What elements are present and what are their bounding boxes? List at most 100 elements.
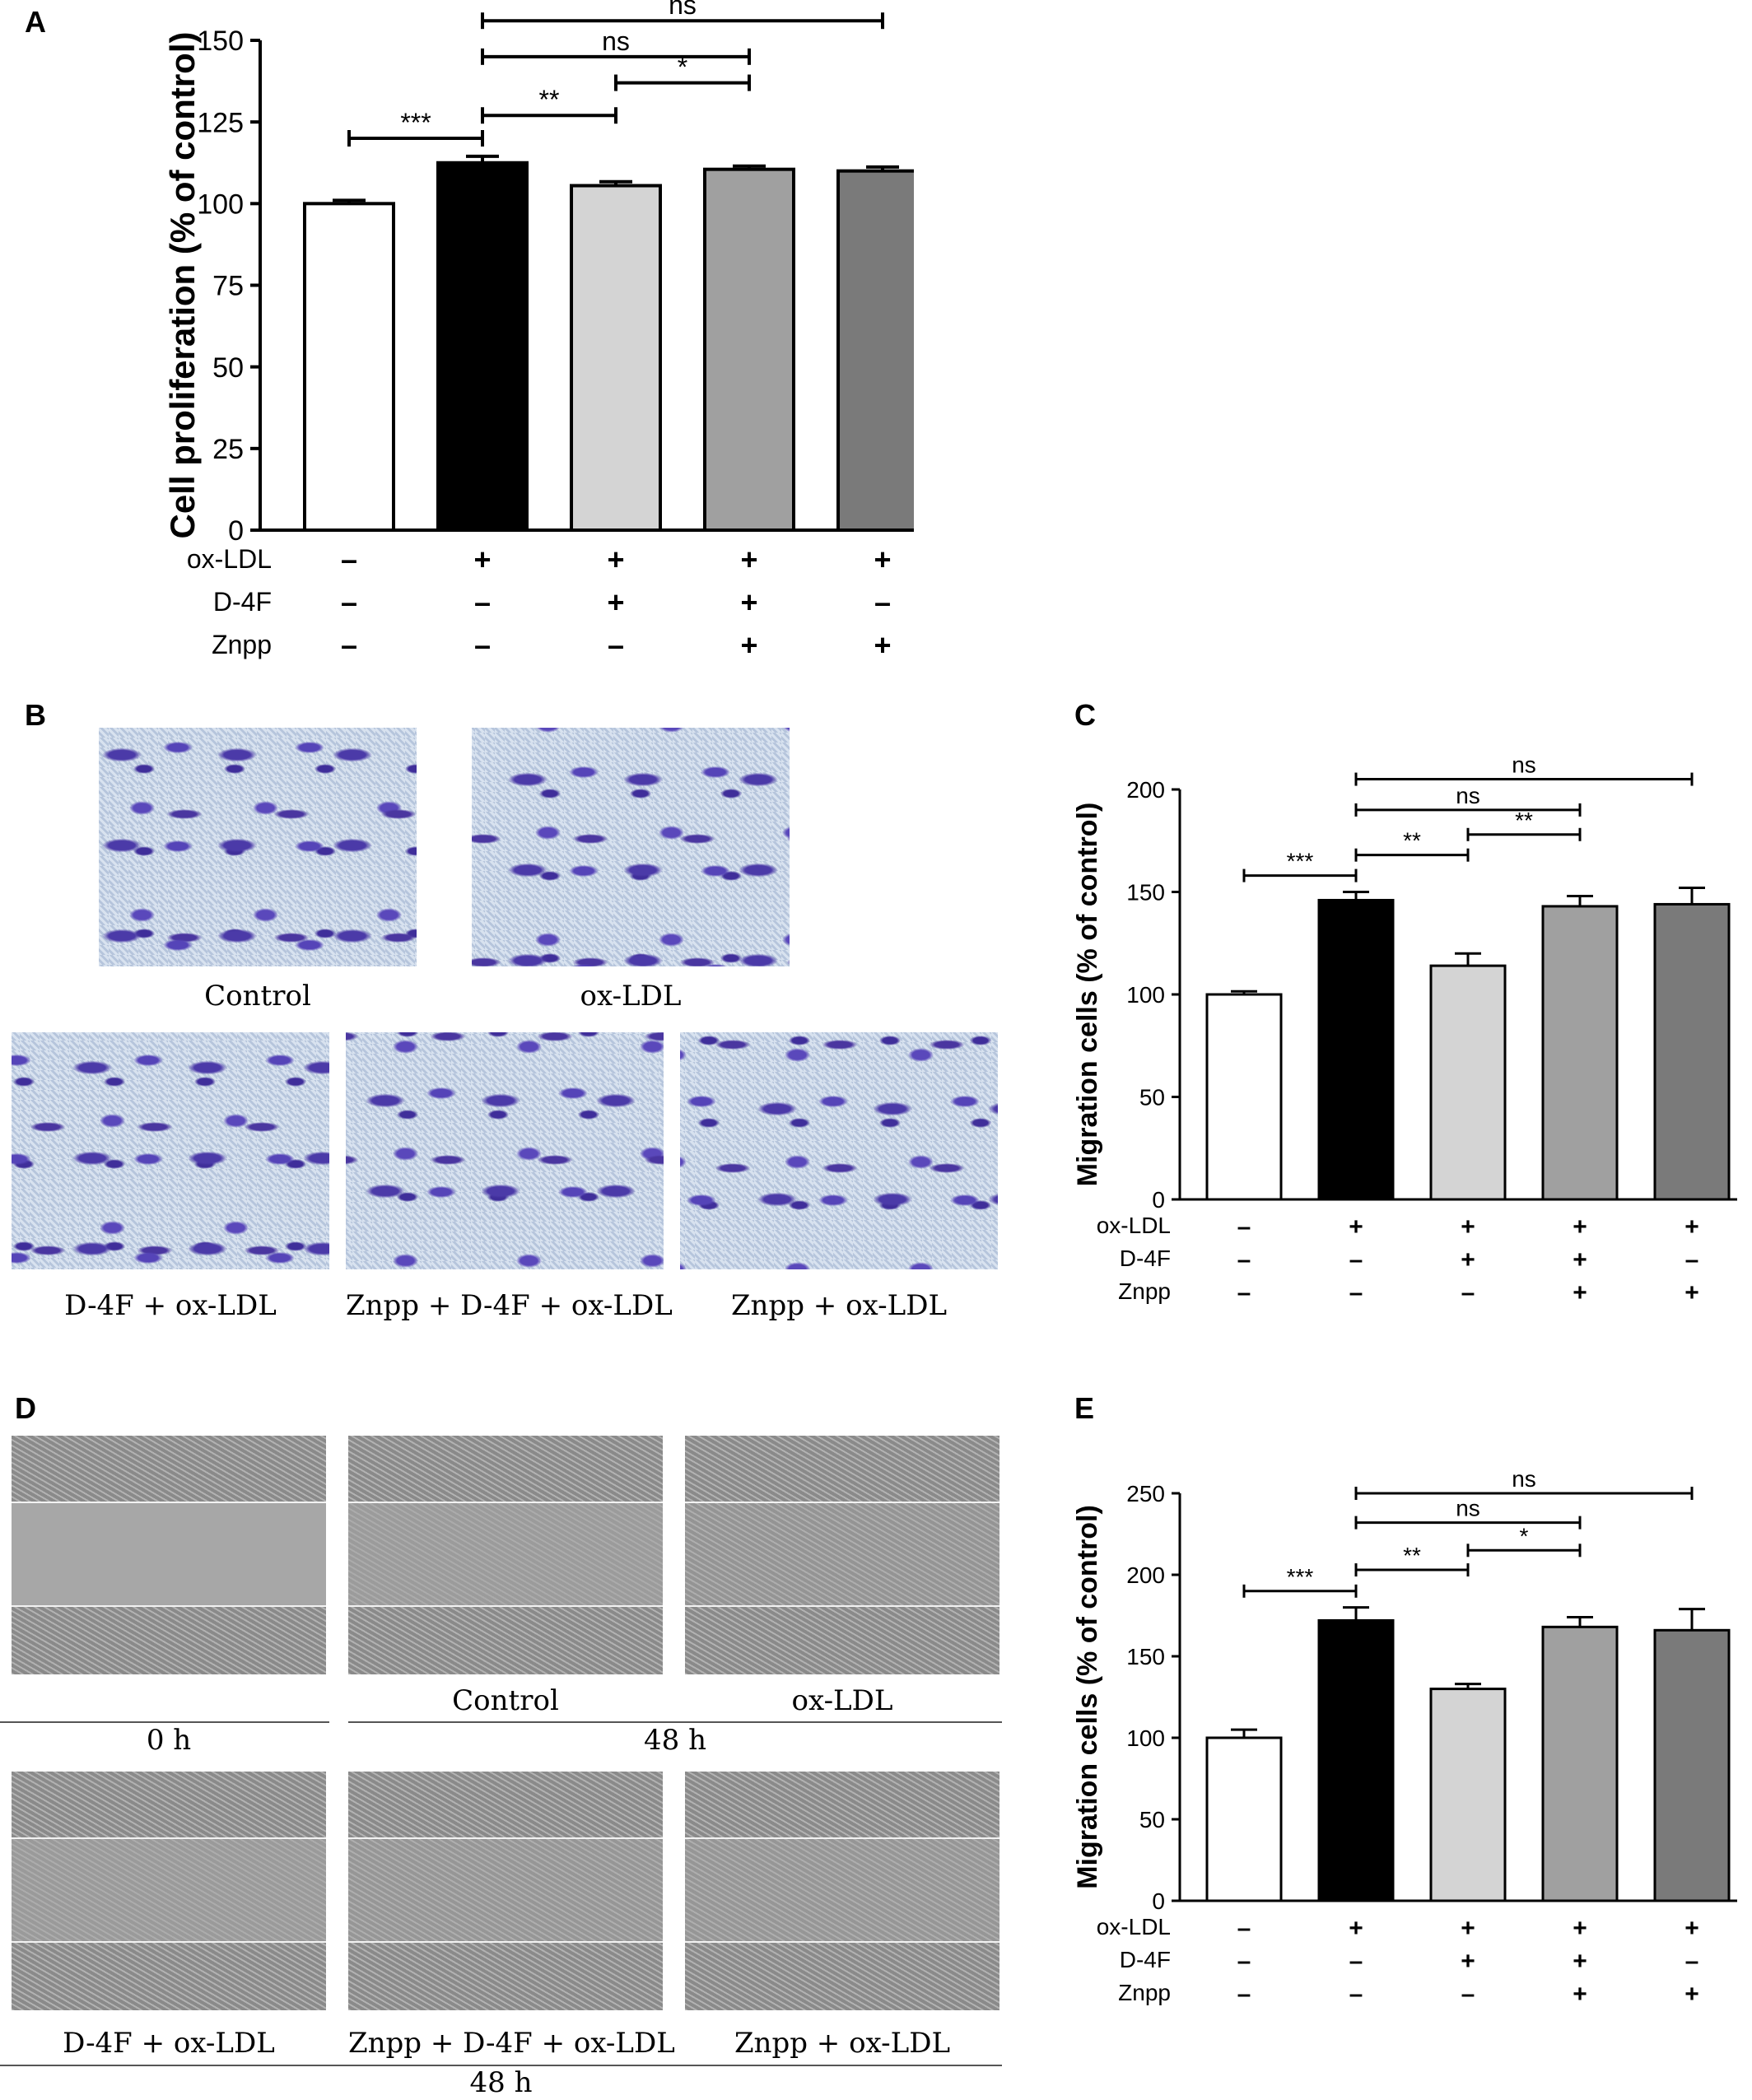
significance-label: ns — [1512, 1466, 1536, 1492]
condition-label: Znpp — [1118, 1980, 1171, 2005]
significance-label: * — [1520, 1523, 1529, 1548]
condition-sign: – — [1237, 1915, 1251, 1942]
micrograph-control — [99, 728, 417, 966]
y-tick-label: 0 — [228, 515, 244, 547]
panel-label-d: D — [15, 1391, 36, 1425]
condition-sign: – — [1461, 1279, 1475, 1306]
panel-label-e: E — [1074, 1391, 1095, 1425]
y-tick-label: 150 — [1126, 880, 1165, 906]
wound-image-ox-ldl-48h — [685, 1436, 999, 1674]
condition-sign: – — [1685, 1948, 1699, 1975]
condition-sign: + — [1349, 1915, 1363, 1942]
significance-label: ** — [1403, 828, 1421, 854]
bar — [1205, 993, 1283, 1201]
y-tick-label: 200 — [1126, 1562, 1165, 1588]
condition-sign: – — [1349, 1246, 1363, 1274]
caption-d-znpp-d4f-ox-ldl: Znpp + D-4F + ox-LDL — [348, 2027, 675, 2060]
panel-label-a: A — [25, 5, 46, 39]
condition-sign: – — [1237, 1279, 1251, 1306]
condition-sign: + — [1573, 1915, 1587, 1942]
caption-d-d4f-ox-ldl: D-4F + ox-LDL — [63, 2027, 275, 2060]
caption-d-48h-row1: 48 h — [644, 1724, 706, 1757]
y-tick-label: 250 — [1126, 1481, 1165, 1506]
micrograph-d4f-ox-ldl — [12, 1032, 329, 1269]
y-tick-label: 150 — [197, 26, 244, 57]
condition-sign: – — [1237, 1246, 1251, 1274]
wound-image-0h — [12, 1436, 326, 1674]
condition-sign: + — [1349, 1213, 1363, 1241]
condition-sign: + — [1573, 1981, 1587, 2008]
condition-sign: + — [1684, 1915, 1699, 1942]
panel-label-b: B — [25, 698, 46, 732]
condition-sign: – — [1685, 1246, 1699, 1274]
caption-d-ox-ldl: ox-LDL — [791, 1684, 893, 1717]
y-tick-label: 100 — [197, 189, 244, 221]
condition-sign: – — [341, 628, 357, 662]
condition-sign: + — [1461, 1213, 1475, 1241]
condition-sign: + — [1573, 1948, 1587, 1975]
y-tick-label: 50 — [1139, 1807, 1165, 1832]
condition-sign: + — [1573, 1213, 1587, 1241]
bar — [1429, 964, 1507, 1201]
condition-sign: + — [1573, 1279, 1587, 1306]
condition-label: ox-LDL — [187, 544, 272, 574]
condition-sign: – — [1237, 1948, 1251, 1975]
caption-znpp-d4f-ox-ldl: Znpp + D-4F + ox-LDL — [346, 1289, 673, 1322]
condition-sign: + — [740, 585, 757, 619]
y-tick-label: 125 — [197, 107, 244, 138]
y-tick-label: 200 — [1126, 777, 1165, 803]
micrograph-znpp-d4f-ox-ldl — [346, 1032, 664, 1269]
y-axis-label: Migration cells (% of control) — [1072, 803, 1103, 1187]
bar — [1653, 1628, 1731, 1902]
condition-sign: + — [1684, 1981, 1699, 2008]
condition-sign: + — [1461, 1948, 1475, 1975]
condition-sign: + — [1573, 1246, 1587, 1274]
condition-sign: + — [874, 542, 891, 576]
caption-d-control: Control — [452, 1684, 559, 1717]
y-tick-label: 0 — [1152, 1187, 1165, 1213]
condition-label: ox-LDL — [1097, 1914, 1171, 1939]
y-tick-label: 100 — [1126, 1725, 1165, 1751]
y-axis-label: Migration cells (% of control) — [1072, 1505, 1103, 1889]
divider-48h-row2 — [0, 2065, 1002, 2066]
condition-label: D-4F — [1120, 1246, 1171, 1271]
condition-sign: – — [474, 628, 491, 662]
condition-sign: + — [1684, 1213, 1699, 1241]
condition-sign: + — [740, 542, 757, 576]
significance-label: ** — [1403, 1543, 1421, 1568]
bar — [836, 169, 914, 533]
caption-d4f-ox-ldl: D-4F + ox-LDL — [64, 1289, 277, 1322]
significance-label: ns — [602, 26, 630, 56]
wound-image-znpp-ox-ldl — [685, 1772, 999, 2010]
caption-ox-ldl: ox-LDL — [580, 980, 682, 1013]
divider-0h — [0, 1721, 329, 1723]
caption-d-0h: 0 h — [146, 1724, 192, 1757]
y-tick-label: 150 — [1126, 1644, 1165, 1669]
significance-label: *** — [400, 108, 431, 137]
condition-sign: + — [1461, 1246, 1475, 1274]
y-axis-label: Cell proliferation (% of control) — [163, 32, 202, 539]
wound-image-d4f-ox-ldl — [12, 1772, 326, 2010]
significance-label: *** — [1287, 849, 1314, 874]
y-tick-label: 25 — [212, 434, 244, 465]
bar — [1541, 905, 1619, 1201]
condition-label: ox-LDL — [1097, 1213, 1171, 1238]
wound-image-znpp-d4f-ox-ldl — [348, 1772, 663, 2010]
bar — [570, 184, 662, 532]
bar — [1317, 1618, 1395, 1902]
condition-label: D-4F — [1120, 1947, 1171, 1972]
significance-label: ns — [669, 0, 697, 20]
condition-sign: + — [874, 628, 891, 662]
condition-sign: – — [1461, 1981, 1475, 2008]
bar — [1205, 1736, 1283, 1902]
significance-label: ** — [539, 85, 560, 114]
condition-sign: – — [1237, 1213, 1251, 1241]
caption-d-48h-row2: 48 h — [469, 2066, 533, 2099]
chart-c-transwell-migration: 0 50 100 150 200 Migration cells (% of contro… — [1072, 752, 1737, 1306]
y-tick-label: 50 — [1139, 1085, 1165, 1111]
significance-label: ** — [1515, 808, 1533, 833]
micrograph-znpp-ox-ldl — [680, 1032, 998, 1269]
micrograph-ox-ldl — [472, 728, 790, 966]
condition-sign: – — [474, 585, 491, 619]
